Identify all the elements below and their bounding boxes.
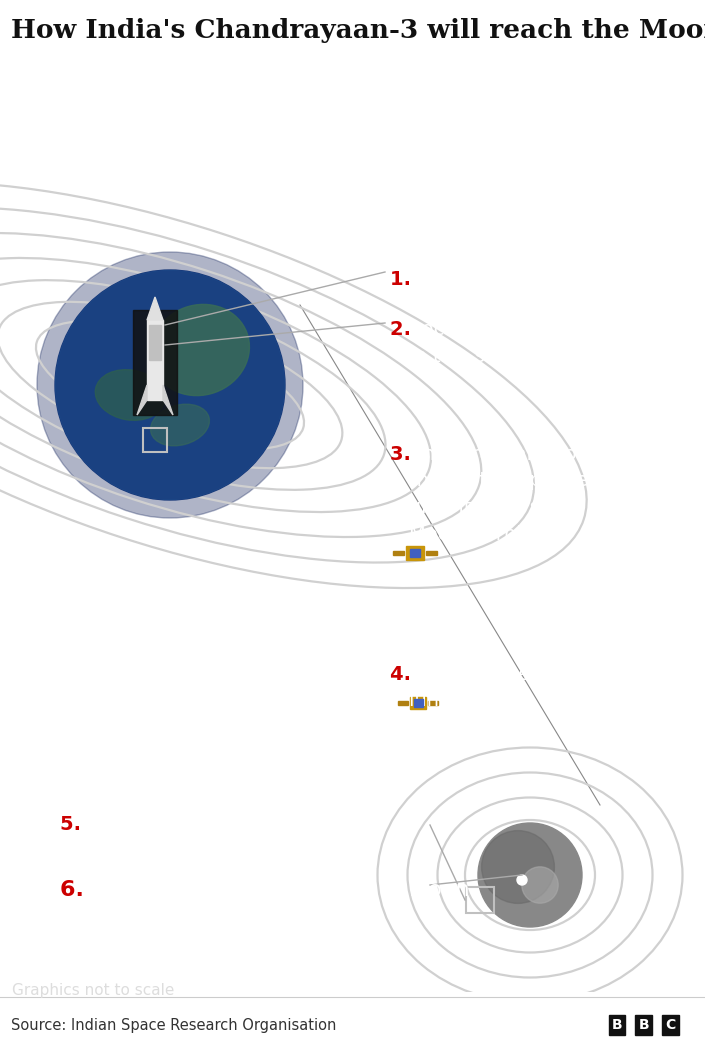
Text: Module enters
lunar orbit: Module enters lunar orbit xyxy=(409,665,548,710)
Ellipse shape xyxy=(151,404,209,446)
Bar xyxy=(393,551,404,555)
Text: B: B xyxy=(638,1019,649,1032)
Bar xyxy=(149,325,161,360)
Text: 4.: 4. xyxy=(390,665,424,684)
Text: Rockets detach
in two stages: Rockets detach in two stages xyxy=(409,320,558,365)
Circle shape xyxy=(482,831,554,903)
Text: 3.: 3. xyxy=(390,445,424,464)
Bar xyxy=(426,551,437,555)
Bar xyxy=(410,697,426,709)
Circle shape xyxy=(522,866,558,903)
Text: Chandrayaan-3 orbits
the Earth in phases
until it enters the
Moon's orbit: Chandrayaan-3 orbits the Earth in phases… xyxy=(409,445,620,543)
Text: Graphics not to scale: Graphics not to scale xyxy=(12,983,174,998)
Ellipse shape xyxy=(151,304,250,395)
Text: 6.: 6. xyxy=(60,880,99,900)
Polygon shape xyxy=(147,297,163,320)
Ellipse shape xyxy=(95,369,165,421)
Text: 2.: 2. xyxy=(390,320,424,339)
Circle shape xyxy=(55,270,285,500)
Bar xyxy=(406,545,424,560)
Text: C: C xyxy=(666,1019,675,1032)
Polygon shape xyxy=(137,385,147,415)
Bar xyxy=(133,311,177,415)
Text: B: B xyxy=(611,1019,623,1032)
Polygon shape xyxy=(163,385,173,415)
Bar xyxy=(398,701,408,705)
Bar xyxy=(147,320,163,400)
Text: 1.: 1. xyxy=(390,270,424,290)
Circle shape xyxy=(478,823,582,927)
Text: Lander separates from
propulsion module: Lander separates from propulsion module xyxy=(79,815,300,860)
Circle shape xyxy=(517,875,527,885)
Bar xyxy=(414,700,422,707)
Text: How India's Chandrayaan-3 will reach the Moon: How India's Chandrayaan-3 will reach the… xyxy=(11,18,705,43)
Text: Source: Indian Space Research Organisation: Source: Indian Space Research Organisati… xyxy=(11,1018,336,1032)
Circle shape xyxy=(37,252,303,518)
Text: 5.: 5. xyxy=(60,815,94,834)
Bar xyxy=(428,701,438,705)
Bar xyxy=(410,549,420,557)
Bar xyxy=(466,887,494,913)
Text: Lands near the south pole of Moon: Lands near the south pole of Moon xyxy=(82,880,470,900)
Circle shape xyxy=(55,270,285,500)
Text: Takes off from
Sriharikota, India: Takes off from Sriharikota, India xyxy=(409,270,575,316)
Bar xyxy=(143,428,167,452)
